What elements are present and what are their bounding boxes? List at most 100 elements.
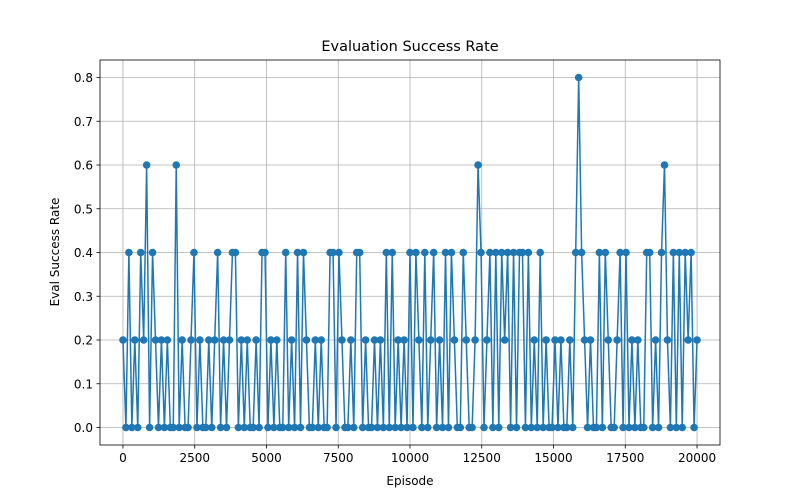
data-point bbox=[663, 336, 672, 344]
data-point bbox=[672, 423, 681, 432]
y-tick-label: 0.1 bbox=[74, 377, 93, 391]
chart-title: Evaluation Success Rate bbox=[321, 39, 498, 55]
data-point bbox=[202, 423, 210, 432]
y-tick-label: 0.5 bbox=[74, 202, 93, 216]
data-point bbox=[551, 336, 559, 344]
data-point bbox=[210, 336, 219, 344]
data-point bbox=[382, 248, 391, 257]
data-point bbox=[415, 336, 423, 344]
data-point bbox=[474, 161, 482, 169]
data-point bbox=[379, 423, 388, 432]
data-point bbox=[190, 248, 198, 257]
data-point bbox=[675, 248, 684, 257]
x-tick-label: 12500 bbox=[463, 451, 501, 465]
data-point bbox=[358, 423, 367, 432]
data-point bbox=[347, 336, 355, 344]
data-point bbox=[388, 248, 397, 257]
data-point bbox=[539, 423, 547, 432]
data-point bbox=[329, 248, 337, 257]
data-point bbox=[595, 248, 604, 257]
data-point bbox=[477, 248, 485, 257]
data-point bbox=[536, 248, 544, 257]
data-point bbox=[592, 423, 601, 432]
data-point bbox=[302, 336, 311, 344]
data-point bbox=[311, 336, 320, 344]
data-point bbox=[243, 336, 252, 344]
data-point bbox=[557, 336, 565, 344]
data-point bbox=[225, 336, 234, 344]
data-point bbox=[577, 248, 586, 257]
data-point bbox=[631, 423, 639, 432]
data-point bbox=[447, 248, 456, 257]
data-point bbox=[308, 423, 317, 432]
data-point bbox=[429, 248, 438, 257]
data-point bbox=[480, 423, 488, 432]
data-point bbox=[142, 161, 151, 169]
data-point bbox=[426, 336, 435, 344]
data-point bbox=[678, 423, 687, 432]
data-point bbox=[290, 423, 299, 432]
data-point bbox=[249, 423, 257, 432]
data-point bbox=[459, 248, 468, 257]
data-point bbox=[468, 423, 476, 432]
data-point bbox=[693, 336, 701, 344]
data-point bbox=[125, 248, 133, 257]
data-point bbox=[530, 336, 539, 344]
data-point bbox=[542, 336, 550, 344]
data-point bbox=[255, 423, 263, 432]
data-point bbox=[613, 336, 621, 344]
data-point bbox=[486, 248, 494, 257]
data-point bbox=[657, 248, 666, 257]
data-point bbox=[133, 423, 142, 432]
x-axis: 0 2500 5000 7500 10000 12500 15000 17500 20000 bbox=[119, 445, 716, 465]
data-point bbox=[240, 423, 249, 432]
data-point bbox=[681, 248, 689, 257]
y-tick-label: 0.2 bbox=[74, 334, 93, 348]
data-point bbox=[471, 336, 479, 344]
data-point bbox=[287, 336, 296, 344]
data-point bbox=[293, 248, 302, 257]
data-point bbox=[119, 336, 127, 344]
data-point bbox=[432, 423, 441, 432]
data-point bbox=[270, 423, 278, 432]
data-point bbox=[204, 336, 213, 344]
data-point bbox=[403, 423, 411, 432]
data-point bbox=[252, 336, 260, 344]
data-point bbox=[157, 336, 166, 344]
data-point bbox=[261, 248, 269, 257]
x-tick-label: 7500 bbox=[323, 451, 354, 465]
data-point bbox=[323, 423, 331, 432]
data-point bbox=[184, 423, 192, 432]
data-point bbox=[122, 423, 130, 432]
data-point bbox=[267, 336, 275, 344]
data-point bbox=[450, 336, 459, 344]
y-tick-label: 0.4 bbox=[74, 246, 93, 260]
data-point bbox=[361, 336, 370, 344]
data-point bbox=[406, 248, 414, 257]
data-point bbox=[438, 423, 447, 432]
data-point bbox=[497, 248, 506, 257]
data-point bbox=[412, 248, 420, 257]
data-point bbox=[548, 423, 556, 432]
data-point bbox=[509, 248, 518, 257]
data-point bbox=[628, 336, 636, 344]
data-point bbox=[299, 248, 308, 257]
data-point bbox=[601, 248, 610, 257]
x-tick-label: 2500 bbox=[179, 451, 210, 465]
data-point bbox=[634, 336, 642, 344]
data-point bbox=[219, 336, 228, 344]
data-point bbox=[651, 336, 660, 344]
data-point bbox=[598, 423, 607, 432]
data-point bbox=[512, 423, 521, 432]
y-tick-label: 0.8 bbox=[74, 71, 93, 85]
data-point bbox=[317, 336, 326, 344]
y-gridlines bbox=[100, 77, 720, 428]
data-point bbox=[151, 336, 160, 344]
data-point bbox=[586, 336, 595, 344]
data-point bbox=[503, 248, 512, 257]
data-point bbox=[178, 336, 186, 344]
x-axis-label: Episode bbox=[386, 474, 433, 488]
data-point bbox=[441, 248, 450, 257]
data-point bbox=[684, 336, 692, 344]
data-point bbox=[154, 423, 163, 432]
